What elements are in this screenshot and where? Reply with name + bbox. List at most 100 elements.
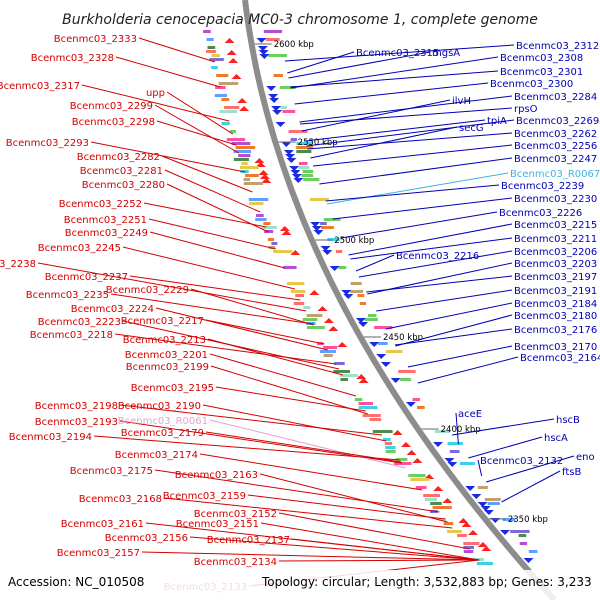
right-gene-label[interactable]: Bcenmc03_2315	[356, 48, 439, 59]
right-gene-label[interactable]: mgsA	[432, 48, 460, 59]
left-gene-label[interactable]: Bcenmc03_2168	[79, 494, 162, 505]
right-gene-label[interactable]: tpiA	[487, 116, 507, 127]
right-gene-label[interactable]: Bcenmc03_2180	[514, 311, 597, 322]
left-gene-label[interactable]: Bcenmc03_2156	[105, 533, 188, 544]
right-gene-label[interactable]: rpsO	[514, 104, 538, 115]
right-gene-label[interactable]: Bcenmc03_2230	[514, 194, 597, 205]
feature-band	[385, 446, 396, 449]
left-gene-label[interactable]: Bcenmc03_2194	[9, 432, 92, 443]
left-gene-label[interactable]: Bcenmc03_2249	[65, 228, 148, 239]
right-gene-label[interactable]: Bcenmc03_2256	[514, 141, 597, 152]
right-gene-label[interactable]: Bcenmc03_2211	[514, 234, 597, 245]
left-gene-label[interactable]: Bcenmc03_2243-Bcenmc03_2238	[0, 259, 36, 270]
left-gene-label[interactable]: Bcenmc03_2174	[115, 450, 198, 461]
right-gene-label[interactable]: Bcenmc03_2216	[396, 251, 479, 262]
left-gene-label[interactable]: Bcenmc03_2175	[70, 466, 153, 477]
left-gene-label[interactable]: Bcenmc03_2179	[121, 428, 204, 439]
right-gene-label[interactable]: ftsB	[562, 467, 581, 478]
right-gene-label[interactable]: Bcenmc03_2184	[514, 299, 597, 310]
left-gene-label[interactable]: Bcenmc03_2152	[194, 509, 277, 520]
left-gene-label[interactable]: upp	[146, 88, 165, 99]
left-gene-label[interactable]: Bcenmc03_2163	[175, 470, 258, 481]
left-gene-label[interactable]: Bcenmc03_2333	[54, 34, 137, 45]
left-gene-label[interactable]: Bcenmc03_2328	[31, 53, 114, 64]
right-gene-label[interactable]: Bcenmc03_2176	[514, 325, 597, 336]
right-gene-label[interactable]: Bcenmc03_2301	[500, 67, 583, 78]
left-gene-label[interactable]: Bcenmc03_2157	[57, 548, 140, 559]
right-gene-label[interactable]: secG	[459, 123, 484, 134]
left-gene-labels[interactable]: Bcenmc03_2333 Bcenmc03_2328 Bcenmc03_2317u…	[0, 34, 290, 593]
left-gene-label[interactable]: Bcenmc03_2229	[106, 285, 189, 296]
right-gene-label[interactable]: Bcenmc03_2269	[516, 116, 599, 127]
right-gene-label[interactable]: ilvH	[452, 96, 471, 107]
right-gene-label[interactable]: Bcenmc03_2197	[514, 272, 597, 283]
feature-band	[218, 82, 239, 85]
left-gene-label[interactable]: Bcenmc03_2193	[35, 417, 118, 428]
left-gene-label[interactable]: Bcenmc03_2218	[30, 330, 113, 341]
left-gene-label[interactable]: Bcenmc03_2299	[70, 101, 153, 112]
left-gene-label[interactable]: Bcenmc03_2213	[123, 335, 206, 346]
right-gene-label[interactable]: Bcenmc03_2215	[514, 220, 597, 231]
right-gene-label[interactable]: Bcenmc03_2132	[480, 456, 563, 467]
left-gene-label[interactable]: Bcenmc03_2224	[71, 304, 154, 315]
left-gene-label[interactable]: Bcenmc03_2235	[26, 290, 109, 301]
left-gene-label[interactable]: Bcenmc03_2252	[59, 199, 142, 210]
left-gene-label[interactable]: Bcenmc03_2298	[72, 117, 155, 128]
right-gene-label[interactable]: eno	[576, 452, 595, 463]
right-gene-label[interactable]: Bcenmc03_2262	[514, 129, 597, 140]
left-gene-label[interactable]: Bcenmc03_2190	[118, 401, 201, 412]
right-gene-label[interactable]: Bcenmc03_2191	[514, 286, 597, 297]
right-gene-label[interactable]: aceE	[458, 409, 482, 420]
left-gene-label[interactable]: Bcenmc03_2137	[207, 535, 290, 546]
reverse-gene-arrow	[406, 450, 417, 455]
feature-band	[255, 218, 267, 221]
left-leader-line	[205, 431, 402, 463]
right-gene-label[interactable]: Bcenmc03_2247	[514, 154, 597, 165]
right-gene-label[interactable]: Bcenmc03_2239	[501, 181, 584, 192]
left-gene-label[interactable]: Bcenmc03_2201	[125, 350, 208, 361]
left-gene-label[interactable]: Bcenmc03_2293	[6, 138, 89, 149]
right-gene-label[interactable]: hscA	[544, 433, 568, 444]
right-gene-label[interactable]: Bcenmc03_2300	[490, 79, 573, 90]
left-gene-label[interactable]: Bcenmc03_2195	[131, 383, 214, 394]
feature-band	[296, 146, 314, 149]
left-gene-label[interactable]: Bcenmc03_2161	[61, 519, 144, 530]
forward-gene-arrow	[380, 362, 391, 367]
left-gene-label[interactable]: Bcenmc03_2151	[176, 519, 259, 530]
left-gene-label[interactable]: Bcenmc03_2251	[64, 215, 147, 226]
right-gene-label[interactable]: Bcenmc03_2226	[499, 208, 582, 219]
left-gene-label[interactable]: Bcenmc03_2198	[35, 401, 118, 412]
feature-band	[374, 326, 393, 329]
left-gene-label[interactable]: Bcenmc03_R0061	[118, 416, 208, 427]
feature-band	[476, 562, 494, 565]
feature-band	[447, 530, 462, 533]
right-gene-label[interactable]: hscB	[556, 415, 580, 426]
left-gene-label[interactable]: Bcenmc03_2223	[38, 317, 121, 328]
left-gene-label[interactable]: Bcenmc03_2282	[77, 152, 160, 163]
right-gene-label[interactable]: Bcenmc03_2284	[514, 92, 597, 103]
left-gene-label[interactable]: Bcenmc03_2245	[38, 243, 121, 254]
right-gene-label[interactable]: Bcenmc03_2170	[514, 342, 597, 353]
left-gene-label[interactable]: Bcenmc03_2134	[194, 557, 277, 568]
right-leader-line	[290, 70, 499, 88]
left-gene-label[interactable]: Bcenmc03_2281	[80, 166, 163, 177]
left-gene-label[interactable]: Bcenmc03_2159	[163, 491, 246, 502]
reverse-gene-arrow	[392, 430, 403, 435]
left-leader-line	[199, 453, 423, 491]
left-gene-label[interactable]: Bcenmc03_2280	[82, 180, 165, 191]
left-gene-label[interactable]: Bcenmc03_2217	[121, 316, 204, 327]
left-gene-label[interactable]: Bcenmc03_2237	[45, 272, 128, 283]
feature-band	[243, 178, 250, 181]
feature-band	[463, 546, 474, 549]
right-gene-label[interactable]: Bcenmc03_R0067	[510, 169, 600, 180]
right-gene-label[interactable]: Bcenmc03_2203	[514, 259, 597, 270]
forward-gene-arrow	[500, 530, 510, 535]
left-leader-line	[259, 473, 448, 523]
left-gene-label[interactable]: Bcenmc03_2317	[0, 81, 80, 92]
right-gene-label[interactable]: Bcenmc03_2206	[514, 247, 597, 258]
right-gene-label[interactable]: Bcenmc03_2308	[500, 53, 583, 64]
right-gene-label[interactable]: Bcenmc03_2312	[516, 41, 599, 52]
left-gene-label[interactable]: Bcenmc03_2199	[126, 362, 209, 373]
right-gene-label[interactable]: Bcenmc03_2164	[520, 353, 600, 364]
